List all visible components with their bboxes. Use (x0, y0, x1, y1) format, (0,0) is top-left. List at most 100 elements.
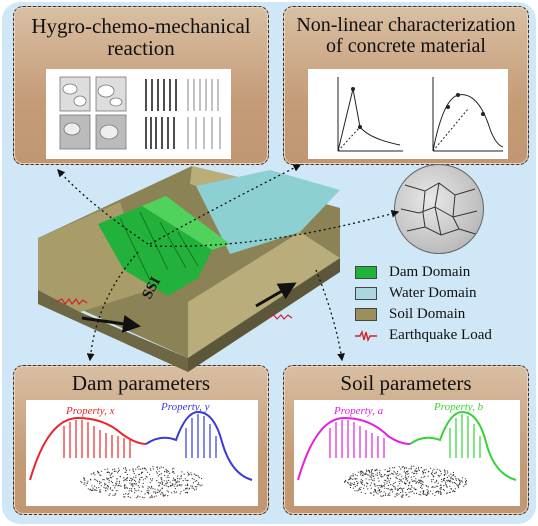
scatter-point (98, 486, 100, 489)
scatter-point (405, 471, 408, 473)
scatter-point (361, 481, 363, 483)
scatter-point (96, 489, 98, 492)
scatter-point (115, 493, 117, 495)
scatter-point (84, 482, 86, 484)
scatter-point (94, 489, 96, 491)
scatter-point (100, 485, 102, 487)
scatter-point (384, 469, 386, 471)
scatter-point (435, 471, 437, 473)
scatter-point (129, 469, 131, 471)
scatter-point (416, 481, 418, 483)
scatter-point (147, 488, 149, 490)
scatter-point (422, 470, 424, 472)
soil-params-title: Soil parameters (340, 371, 472, 395)
scatter-point (423, 476, 425, 478)
scatter-point (165, 468, 167, 470)
scatter-point (193, 478, 195, 480)
scatter-point (397, 485, 399, 487)
scatter-point (108, 481, 110, 483)
scatter-point (413, 487, 415, 489)
legend-swatch-earthquake (355, 329, 377, 342)
scatter-point (100, 470, 102, 472)
scatter-point (350, 475, 352, 477)
scatter-point (138, 486, 140, 488)
scatter-point (194, 486, 196, 488)
scatter-point (410, 491, 412, 493)
scatter-point (397, 475, 399, 477)
scatter-point (395, 476, 397, 478)
scatter-point (373, 478, 375, 480)
scatter-point (439, 490, 441, 492)
scatter-point (409, 488, 411, 490)
scatter-point (465, 480, 467, 483)
scatter-point (378, 485, 380, 487)
scatter-point (435, 491, 437, 494)
scatter-point (100, 474, 102, 477)
scatter-point (422, 484, 424, 486)
scatter-point (167, 474, 169, 476)
scatter-point (446, 479, 448, 481)
scatter-point (387, 474, 389, 476)
scatter-point (422, 492, 425, 494)
scatter-point (408, 473, 410, 475)
scatter-point (104, 482, 106, 484)
scatter-point (413, 465, 415, 467)
scatter-point (431, 486, 433, 488)
scatter-point (137, 485, 139, 487)
scatter-point (352, 473, 354, 475)
dam-blue-curve (145, 410, 253, 481)
scatter-point (143, 497, 145, 499)
scatter-point (135, 475, 137, 477)
scatter-point (349, 476, 351, 478)
scatter-point (111, 482, 113, 484)
scatter-point (187, 484, 189, 486)
scatter-point (432, 476, 435, 478)
scatter-point (195, 488, 197, 490)
scatter-point (361, 472, 363, 474)
scatter-point (153, 491, 155, 493)
scatter-point (174, 480, 176, 482)
scatter-point (370, 474, 372, 476)
scatter-point (176, 477, 179, 480)
scatter-point (163, 484, 165, 486)
scatter-point (375, 492, 377, 494)
scatter-point (397, 488, 399, 490)
scatter-point (115, 484, 118, 486)
scatter-point (420, 476, 422, 478)
scatter-point (387, 494, 389, 497)
scatter-point (417, 466, 420, 468)
scatter-point (376, 474, 378, 476)
scatter-point (401, 475, 403, 477)
dam-params-title: Dam parameters (71, 371, 211, 395)
scatter-point (461, 481, 463, 483)
scatter-point (112, 494, 114, 496)
scatter-point (147, 471, 149, 473)
scatter-point (429, 467, 432, 469)
scatter-point (135, 482, 137, 484)
scatter-point (149, 497, 151, 499)
scatter-point (345, 480, 347, 482)
scatter-point (427, 475, 429, 477)
scatter-point (373, 480, 375, 482)
scatter-point (370, 482, 372, 484)
scatter-point (445, 481, 447, 483)
scatter-point (398, 493, 400, 495)
scatter-point (132, 485, 134, 487)
scatter-point (187, 471, 189, 473)
dam-prop-x-label: Property, x (65, 405, 115, 417)
scatter-point (389, 494, 391, 496)
scatter-point (360, 479, 362, 481)
scatter-point (117, 485, 119, 487)
scatter-point (452, 471, 454, 474)
scatter-point (81, 481, 83, 484)
scatter-point (174, 487, 177, 490)
scatter-point (397, 472, 399, 474)
scatter-point (159, 491, 161, 493)
scatter-point (415, 488, 417, 490)
scatter-point (110, 487, 112, 489)
scatter-point (171, 492, 173, 494)
scatter-point (420, 480, 422, 482)
scatter-point (450, 473, 452, 475)
crack-texture-image (394, 164, 484, 254)
scatter-point (406, 494, 408, 496)
